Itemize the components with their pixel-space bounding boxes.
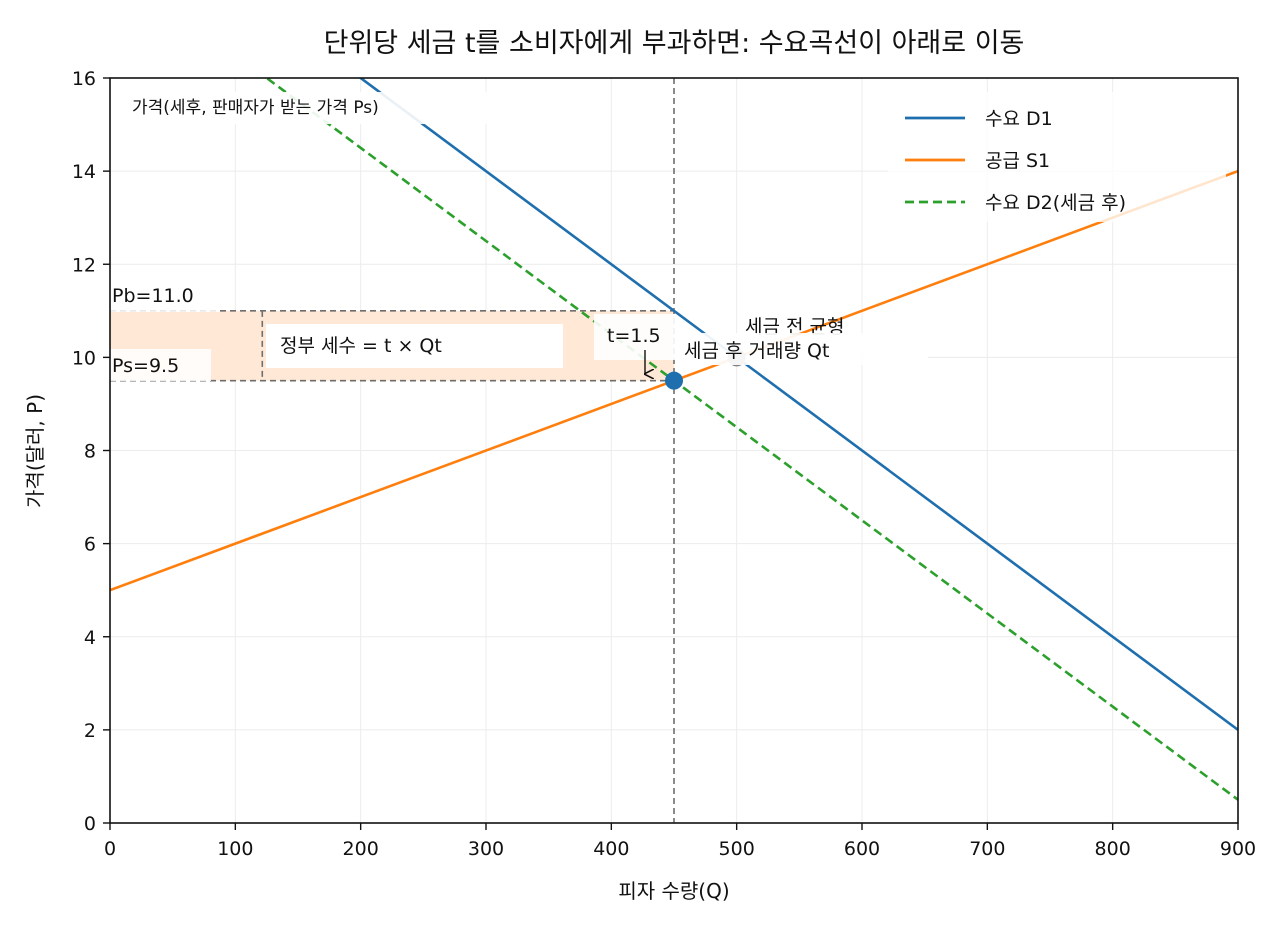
- pb-label-bg: [107, 280, 220, 312]
- tax-revenue-label-bg: [266, 324, 563, 368]
- x-axis-label: 피자 수량(Q): [618, 879, 729, 903]
- legend: 수요 D1 공급 S1 수요 D2(세금 후): [888, 92, 1226, 222]
- ps-label: Ps=9.5: [112, 355, 179, 377]
- x-tick-label: 900: [1220, 838, 1256, 860]
- series-line-0: [358, 78, 1238, 731]
- y-ticks: 0 2 4 6 8 10 12 14 16: [72, 68, 110, 835]
- y-tick-label: 0: [84, 813, 96, 835]
- y-tick-label: 2: [84, 720, 96, 742]
- y-tick-label: 16: [72, 68, 96, 90]
- legend-label-1: 공급 S1: [985, 150, 1050, 172]
- tax-label-bg: [594, 314, 676, 360]
- x-tick-label: 500: [719, 838, 755, 860]
- x-tick-label: 100: [217, 838, 253, 860]
- y-tick-label: 4: [84, 627, 96, 649]
- x-tick-label: 700: [969, 838, 1005, 860]
- legend-label-0: 수요 D1: [985, 108, 1053, 130]
- chart-title: 단위당 세금 t를 소비자에게 부과하면: 수요곡선이 아래로 이동: [324, 28, 1025, 59]
- x-tick-label: 400: [593, 838, 629, 860]
- post-quantity-label: 세금 후 거래량 Qt: [684, 340, 829, 362]
- tax-revenue-label: 정부 세수 = t × Qt: [280, 335, 442, 357]
- y-tick-label: 12: [72, 254, 96, 276]
- x-tick-label: 200: [343, 838, 379, 860]
- ps-label-bg: [107, 349, 211, 381]
- price-note: 가격(세후, 판매자가 받는 가격 Ps): [132, 98, 379, 118]
- pb-label: Pb=11.0: [112, 285, 194, 307]
- tax-label: t=1.5: [607, 325, 661, 347]
- pre-equilibrium-label: 세금 전 균형: [745, 316, 844, 338]
- y-tick-label: 8: [84, 441, 96, 463]
- legend-box: [888, 92, 1226, 222]
- x-tick-label: 300: [468, 838, 504, 860]
- legend-label-2: 수요 D2(세금 후): [985, 192, 1126, 214]
- post-quantity-label-bg: [676, 333, 928, 365]
- x-tick-label: 800: [1095, 838, 1131, 860]
- x-tick-label: 600: [844, 838, 880, 860]
- y-tick-label: 10: [72, 347, 96, 369]
- y-tick-label: 14: [72, 161, 96, 183]
- x-tick-label: 0: [104, 838, 116, 860]
- point-1: [665, 371, 683, 390]
- y-tick-label: 6: [84, 534, 96, 556]
- annotations: Pb=11.0 Ps=9.5 정부 세수 = t × Qt t=1.5 세금 전…: [107, 92, 928, 381]
- price-note-bg: [124, 92, 546, 124]
- x-ticks: 0 100 200 300 400 500 600 700 800 900: [104, 823, 1256, 860]
- y-axis-label: 가격(달러, P): [23, 394, 47, 508]
